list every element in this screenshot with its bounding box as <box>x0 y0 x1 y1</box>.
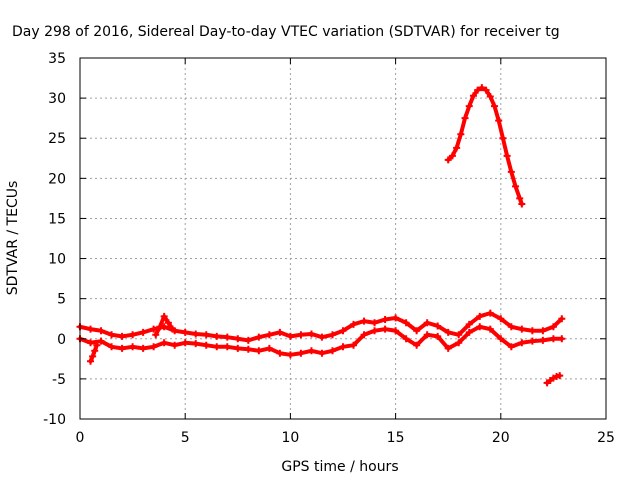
y-tick-label: -10 <box>43 412 66 428</box>
x-tick-label: 20 <box>492 430 510 446</box>
data-points <box>76 84 566 387</box>
series-line <box>88 343 99 364</box>
series-line <box>446 85 524 207</box>
series-group <box>444 84 526 208</box>
y-tick-label: 5 <box>57 292 66 308</box>
y-tick-label: 10 <box>48 252 66 268</box>
grid <box>80 58 606 419</box>
series-line <box>78 324 564 357</box>
y-tick-label: -5 <box>52 372 66 388</box>
chart-title: Day 298 of 2016, Sidereal Day-to-day VTE… <box>12 24 560 40</box>
y-tick-label: 30 <box>48 91 66 107</box>
series-group <box>87 341 101 365</box>
plot-frame <box>79 57 607 420</box>
y-tick-label: 15 <box>48 211 66 227</box>
series-group <box>543 372 564 387</box>
x-tick-label: 0 <box>76 430 85 446</box>
x-tick-label: 10 <box>281 430 299 446</box>
y-tick-label: 25 <box>48 131 66 147</box>
series-line <box>153 314 175 337</box>
y-tick-label: 20 <box>48 171 66 187</box>
series-group <box>76 323 566 359</box>
axis-ticks: 0 5 10 15 20 25 -10 -5 0 5 10 15 20 25 30 35 <box>43 51 615 446</box>
x-tick-label: 5 <box>181 430 190 446</box>
y-tick-label: 35 <box>48 51 66 67</box>
x-tick-label: 15 <box>387 430 405 446</box>
series-group <box>152 312 177 339</box>
y-axis-title: SDTVAR / TECUs <box>5 181 21 296</box>
y-tick-label: 0 <box>57 332 66 348</box>
x-axis-title: GPS time / hours <box>281 459 398 475</box>
series-line <box>545 373 562 385</box>
x-tick-label: 25 <box>597 430 615 446</box>
